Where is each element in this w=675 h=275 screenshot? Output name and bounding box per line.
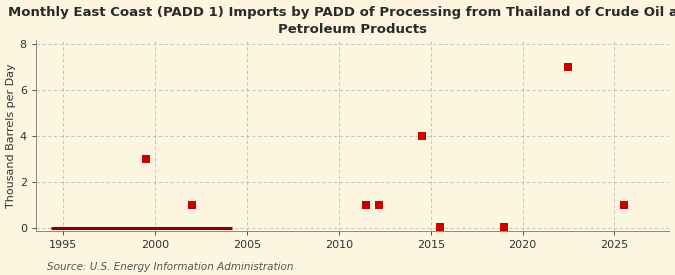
Title: Monthly East Coast (PADD 1) Imports by PADD of Processing from Thailand of Crude: Monthly East Coast (PADD 1) Imports by P… xyxy=(8,6,675,35)
Point xyxy=(618,203,629,207)
Point xyxy=(361,203,372,207)
Point xyxy=(435,224,446,229)
Point xyxy=(140,157,151,161)
Point xyxy=(374,203,385,207)
Point xyxy=(499,224,510,229)
Text: Source: U.S. Energy Information Administration: Source: U.S. Energy Information Administ… xyxy=(47,262,294,272)
Point xyxy=(186,203,197,207)
Point xyxy=(416,134,427,138)
Y-axis label: Thousand Barrels per Day: Thousand Barrels per Day xyxy=(5,63,16,208)
Point xyxy=(563,65,574,69)
